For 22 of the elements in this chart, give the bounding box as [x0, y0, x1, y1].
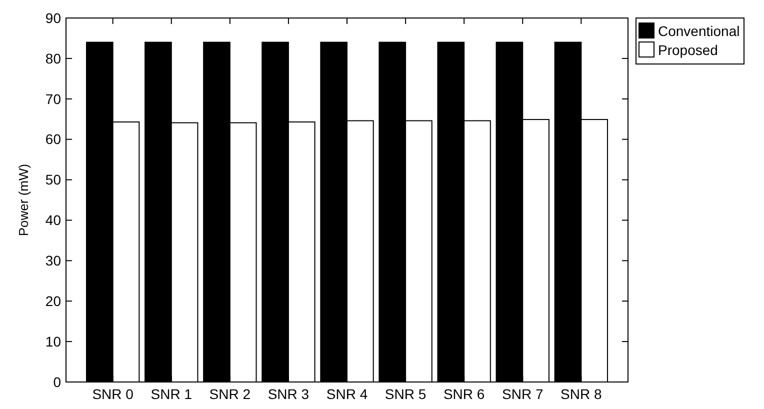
y-tick-label: 70: [45, 90, 62, 107]
y-axis-title: Power (mW): [16, 164, 31, 236]
y-tick-label: 10: [45, 333, 62, 350]
x-tick-label: SNR 6: [443, 386, 485, 402]
x-tick-label: SNR 1: [150, 386, 192, 402]
x-tick-label: SNR 3: [268, 386, 310, 402]
x-tick-label: SNR 0: [92, 386, 134, 402]
y-tick-label: 90: [45, 10, 62, 26]
x-tick-label: SNR 8: [560, 386, 602, 402]
x-tick-label: SNR 5: [384, 386, 426, 402]
y-tick-label: 40: [45, 212, 62, 228]
y-tick-label: 80: [45, 50, 62, 66]
x-tick-label: SNR 2: [209, 386, 251, 402]
y-tick-label: 20: [45, 293, 62, 310]
legend-label: Proposed: [658, 42, 718, 58]
y-tick-label: 60: [45, 131, 62, 148]
y-tick-label: 50: [45, 172, 62, 188]
x-tick-label: SNR 4: [326, 386, 368, 402]
y-tick-label: 30: [45, 252, 62, 269]
y-tick-label: 0: [53, 374, 62, 390]
x-tick-label: SNR 7: [502, 386, 544, 402]
legend-label: Conventional: [658, 23, 740, 39]
